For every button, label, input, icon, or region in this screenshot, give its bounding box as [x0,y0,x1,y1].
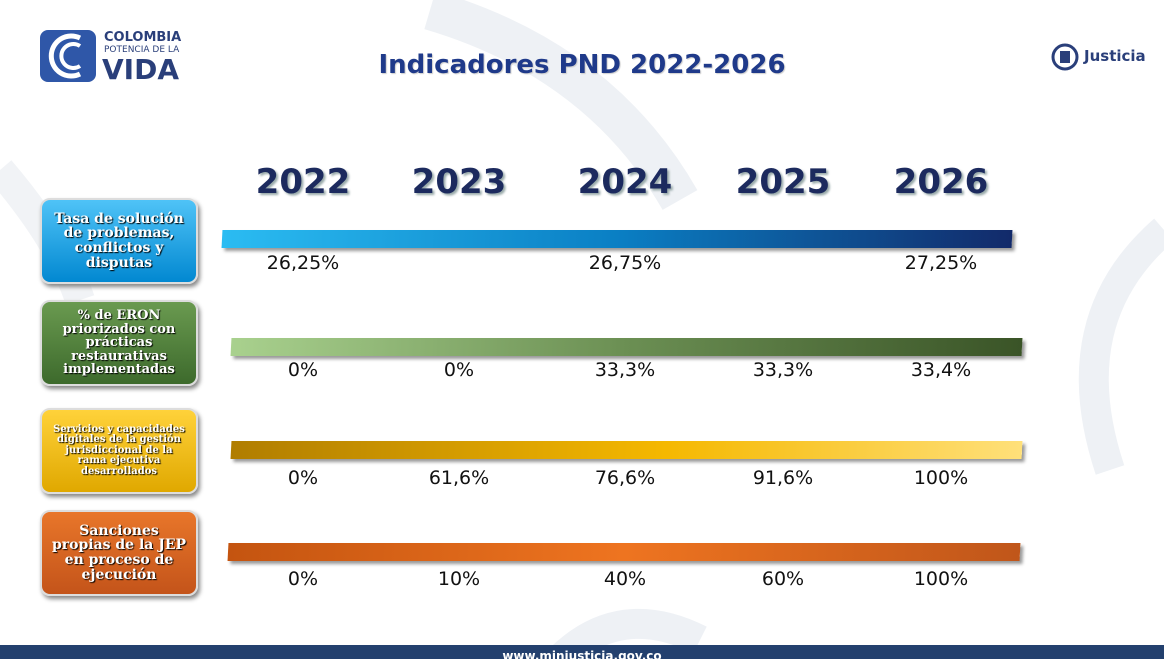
ministry: Justicia [1084,47,1146,65]
footer: www.minjusticia.gov.co [0,645,1164,659]
indicator-bar [227,543,1021,561]
indicator-value: 0% [287,359,319,381]
logo-line1: COLOMBIA [104,30,182,45]
year-header: 2022 [255,162,351,202]
indicator-label: Sanciones propias de la JEP en proceso d… [40,510,198,596]
indicator-value: 33,3% [752,359,814,381]
indicator-value: 100% [913,467,969,489]
indicator-value: 61,6% [428,467,490,489]
indicator-value: 10% [437,568,481,590]
indicator-bar [230,338,1023,356]
indicator-value: 26,25% [266,252,340,274]
year-header: 2025 [735,162,831,202]
logo-line3: VIDA [102,53,179,86]
indicator-value: 33,3% [594,359,656,381]
title: Indicadores PND 2022-2026 [378,50,786,80]
indicator-label: Servicios y capacidades digitales de la … [40,408,198,494]
logo-icon [40,30,96,82]
indicator-label: % de ERON priorizados con prácticas rest… [40,300,198,386]
indicator-value: 40% [603,568,647,590]
indicator-value: 33,4% [910,359,972,381]
indicator-bar [230,441,1023,459]
indicator-value: 0% [443,359,475,381]
ministry-emblem [1051,43,1079,71]
indicator-value: 100% [913,568,969,590]
year-header: 2023 [411,162,507,202]
indicator-bar [221,230,1013,248]
year-header: 2026 [893,162,989,202]
indicator-value: 76,6% [594,467,656,489]
indicator-value: 0% [287,568,319,590]
year-header: 2024 [577,162,673,202]
logo-line2: POTENCIA DE LA [104,45,180,55]
indicator-value: 26,75% [588,252,662,274]
indicator-label: Tasa de solución de problemas, conflicto… [40,198,198,284]
indicator-value: 60% [761,568,805,590]
indicator-value: 0% [287,467,319,489]
indicator-value: 91,6% [752,467,814,489]
indicator-value: 27,25% [904,252,978,274]
